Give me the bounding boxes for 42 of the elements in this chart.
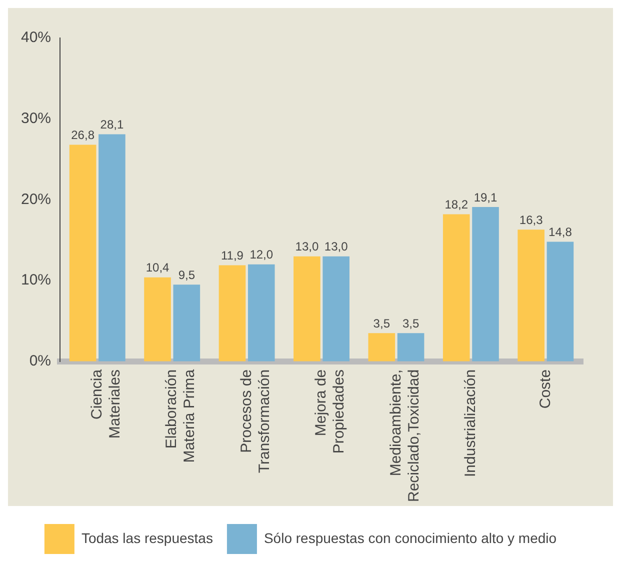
bar: [546, 242, 574, 362]
data-label: 19,1: [474, 190, 498, 204]
bar: [173, 284, 200, 362]
x-tick-label: Mejora de Propiedades: [312, 369, 348, 454]
bar: [368, 333, 396, 362]
bar: [294, 256, 320, 362]
bar: [518, 230, 544, 362]
data-label: 10,4: [146, 260, 170, 275]
legend-label: Sólo respuestas con conocimiento alto y medio: [264, 530, 557, 546]
bar: [248, 264, 275, 362]
data-label: 13,0: [295, 240, 319, 254]
y-tick-label: 20%: [20, 190, 52, 208]
bar: [397, 333, 424, 362]
data-label: 12,0: [250, 248, 274, 262]
y-tick-label: 40%: [20, 29, 52, 46]
data-label: 11,9: [220, 248, 244, 263]
data-label: 9,5: [178, 268, 196, 282]
data-label: 16,3: [519, 212, 544, 227]
y-tick-label: 0%: [29, 352, 52, 370]
data-label: 14,8: [548, 225, 572, 240]
data-label: 28,1: [100, 118, 124, 132]
data-label: 13,0: [324, 240, 348, 254]
bar: [218, 265, 246, 362]
data-label: 3,5: [373, 316, 390, 330]
bar: [98, 134, 126, 362]
y-tick-label: 10%: [20, 272, 52, 289]
bar: [144, 277, 171, 362]
data-label: 3,5: [402, 316, 420, 330]
legend-label: Todas las respuestas: [81, 530, 213, 546]
x-tick-label: Industrialización: [462, 369, 480, 477]
bar: [472, 206, 499, 362]
data-label: 18,2: [444, 198, 468, 212]
y-tick-label: 30%: [20, 110, 52, 127]
x-tick-label: Coste: [536, 369, 554, 409]
bar: [442, 214, 470, 362]
bar: [322, 256, 350, 362]
x-tick-label: Medioambiente, Reciclado,Toxicidad: [387, 369, 422, 502]
bar: [69, 144, 96, 362]
x-tick-label: Procesos de Transformación: [238, 369, 273, 474]
x-tick-label: Elaboración Materia Prima: [163, 368, 198, 463]
x-tick-label: Ciencia Materiales: [88, 368, 124, 439]
data-label: 26,8: [71, 128, 95, 142]
